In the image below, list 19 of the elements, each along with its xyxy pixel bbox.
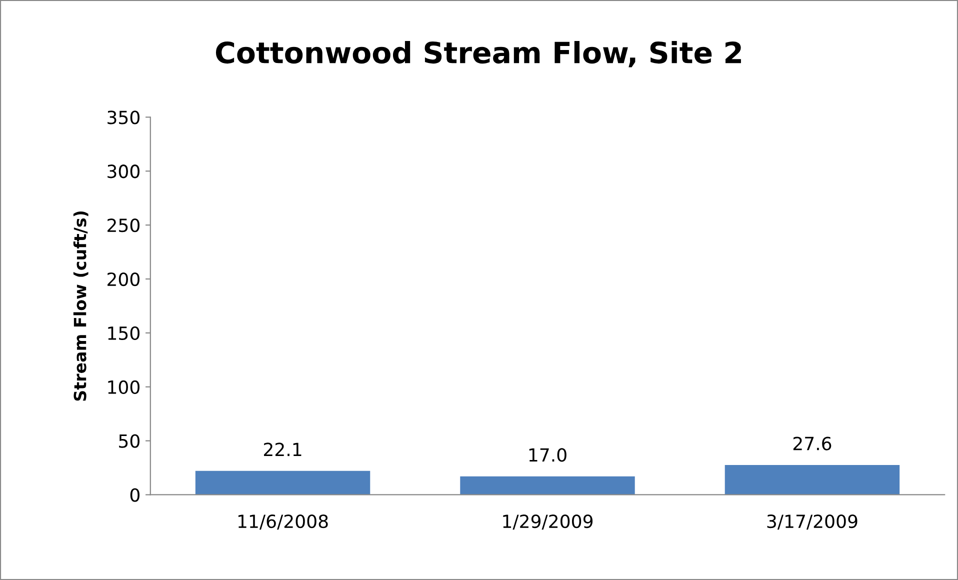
x-tick-label: 3/17/2009	[767, 514, 858, 530]
y-tick-label: 200	[108, 272, 140, 286]
x-tick-label: 1/29/2009	[503, 514, 593, 530]
bar	[195, 470, 370, 495]
y-tick-label: 150	[108, 326, 140, 340]
y-tick-label: 250	[108, 218, 140, 232]
y-tick-label: 100	[108, 380, 140, 394]
bar	[724, 464, 900, 495]
y-axis-title: Stream Flow (cuft/s)	[73, 211, 88, 401]
data-label: 17.0	[529, 448, 566, 462]
y-tick-label: 350	[108, 110, 140, 124]
y-tick-label: 50	[119, 434, 140, 448]
bar	[460, 476, 635, 495]
data-label: 27.6	[793, 436, 832, 450]
chart-title: Cottonwood Stream Flow, Site 2	[216, 40, 741, 68]
y-tick-label: 0	[130, 488, 140, 502]
data-label: 22.1	[264, 442, 302, 456]
x-tick-label: 11/6/2008	[238, 514, 328, 530]
y-tick-label: 300	[108, 164, 140, 178]
